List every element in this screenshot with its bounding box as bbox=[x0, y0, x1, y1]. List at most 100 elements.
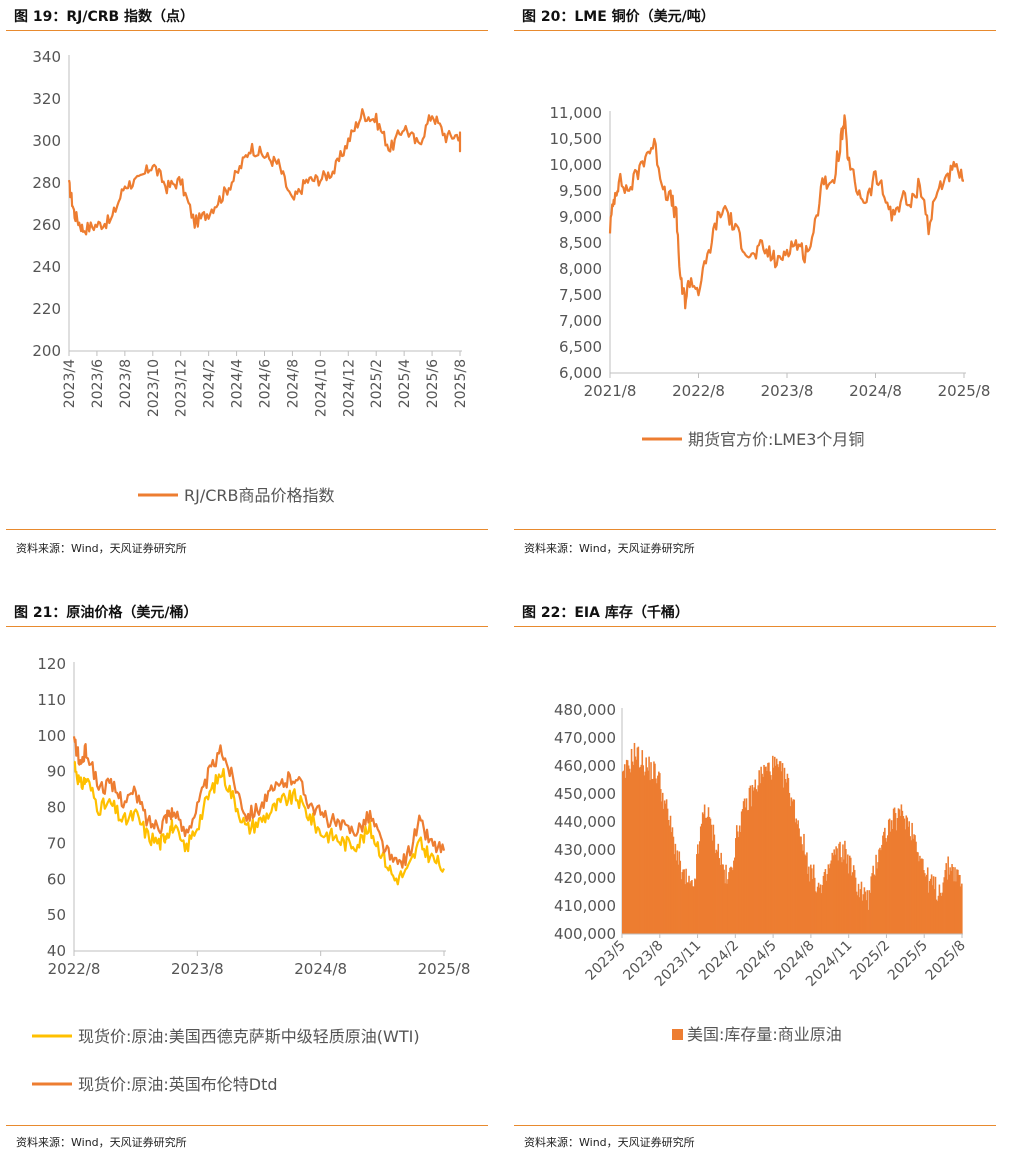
area-bar bbox=[848, 855, 851, 934]
area-bar bbox=[945, 863, 948, 934]
area-bar bbox=[656, 783, 658, 934]
area-bar bbox=[853, 869, 856, 934]
area-bar bbox=[870, 876, 872, 934]
area-bar bbox=[712, 824, 715, 934]
x-tick-label: 2023/12 bbox=[174, 359, 190, 417]
y-tick-label: 240 bbox=[32, 258, 61, 276]
area-bar bbox=[775, 758, 778, 934]
y-tick-label: 9,000 bbox=[559, 208, 602, 226]
area-bar bbox=[794, 822, 797, 934]
area-bar bbox=[928, 881, 931, 934]
area-bar bbox=[640, 764, 643, 934]
footer-rule bbox=[6, 1125, 488, 1126]
area-bar bbox=[915, 841, 917, 934]
area-bar bbox=[834, 854, 836, 934]
x-tick-label: 2024/4 bbox=[230, 359, 246, 408]
area-bar bbox=[735, 825, 738, 934]
area-bar bbox=[957, 869, 959, 934]
area-bar bbox=[745, 798, 748, 934]
area-bar bbox=[757, 785, 759, 934]
area-bar bbox=[622, 771, 624, 934]
chart-title: 图 20：LME 铜价（美元/吨） bbox=[522, 9, 715, 25]
area-bar bbox=[734, 857, 736, 934]
area-bar bbox=[766, 770, 768, 934]
y-tick-label: 110 bbox=[37, 691, 66, 709]
area-bar bbox=[808, 866, 810, 934]
area-bar bbox=[798, 828, 800, 934]
area-bar bbox=[739, 832, 742, 934]
x-tick-label: 2024/2 bbox=[696, 938, 742, 984]
area-bar bbox=[761, 773, 763, 934]
area-bar bbox=[677, 864, 680, 934]
legend-label: 现货价:原油:英国布伦特Dtd bbox=[78, 1075, 278, 1094]
area-bar bbox=[788, 792, 791, 934]
area-bar bbox=[684, 884, 686, 934]
area-bar bbox=[676, 850, 679, 934]
y-tick-label: 120 bbox=[37, 655, 66, 673]
area-bar bbox=[869, 892, 872, 934]
area-bar bbox=[672, 836, 675, 934]
area-bar bbox=[639, 766, 642, 934]
area-bar bbox=[914, 835, 916, 934]
area-bar bbox=[778, 761, 781, 934]
area-bar bbox=[703, 804, 706, 934]
series-line-1 bbox=[608, 114, 964, 310]
area-bar bbox=[651, 779, 653, 934]
area-bar bbox=[685, 868, 687, 934]
area-bar bbox=[811, 879, 814, 934]
area-bar bbox=[686, 882, 688, 934]
area-bar bbox=[856, 895, 859, 934]
area-bar bbox=[779, 761, 782, 934]
x-tick-label: 2023/4 bbox=[62, 359, 78, 408]
y-tick-label: 8,500 bbox=[559, 234, 602, 252]
y-tick-label: 40 bbox=[47, 942, 66, 960]
area-bar bbox=[714, 853, 717, 934]
area-bar bbox=[708, 817, 711, 934]
area-bar bbox=[765, 766, 767, 934]
area-bar bbox=[904, 829, 907, 934]
area-bar bbox=[937, 895, 940, 934]
area-bar bbox=[889, 831, 892, 934]
area-bar bbox=[700, 823, 703, 934]
area-bar bbox=[762, 776, 764, 934]
area-bar bbox=[796, 824, 798, 934]
area-bar bbox=[816, 886, 819, 934]
area-bar bbox=[660, 801, 663, 934]
area-bar bbox=[833, 849, 835, 934]
area-bar bbox=[821, 885, 824, 934]
area-bar bbox=[731, 867, 733, 934]
area-bar bbox=[884, 827, 886, 934]
area-bar bbox=[673, 854, 676, 934]
area-bar bbox=[865, 900, 868, 934]
x-tick-label: 2025/8 bbox=[923, 938, 969, 984]
area-bar bbox=[636, 747, 639, 934]
area-bar bbox=[859, 889, 862, 934]
area-bar bbox=[701, 812, 704, 934]
area-bar bbox=[858, 897, 861, 934]
series-line-1 bbox=[73, 760, 445, 886]
area-bar bbox=[917, 852, 919, 934]
area-bar bbox=[878, 849, 880, 934]
area-bar bbox=[680, 879, 683, 934]
area-bar bbox=[936, 901, 939, 934]
area-bar bbox=[897, 808, 900, 934]
area-bar bbox=[664, 803, 667, 934]
area-bar bbox=[895, 830, 898, 934]
area-bar bbox=[806, 852, 808, 934]
area-bar bbox=[688, 875, 690, 934]
area-bar bbox=[771, 779, 773, 934]
area-bar bbox=[644, 771, 646, 934]
area-bar bbox=[733, 860, 735, 934]
area-bar bbox=[954, 867, 956, 934]
area-bar bbox=[902, 816, 905, 934]
area-bar bbox=[746, 810, 749, 934]
area-bar bbox=[875, 854, 877, 934]
area-bar bbox=[667, 820, 670, 934]
x-tick-label: 2025/8 bbox=[453, 359, 469, 408]
area-bar bbox=[867, 909, 870, 934]
area-bar bbox=[885, 838, 887, 934]
y-tick-label: 8,000 bbox=[559, 260, 602, 278]
y-tick-label: 7,500 bbox=[559, 286, 602, 304]
area-bar bbox=[696, 854, 698, 934]
legend-swatch bbox=[672, 1029, 683, 1040]
